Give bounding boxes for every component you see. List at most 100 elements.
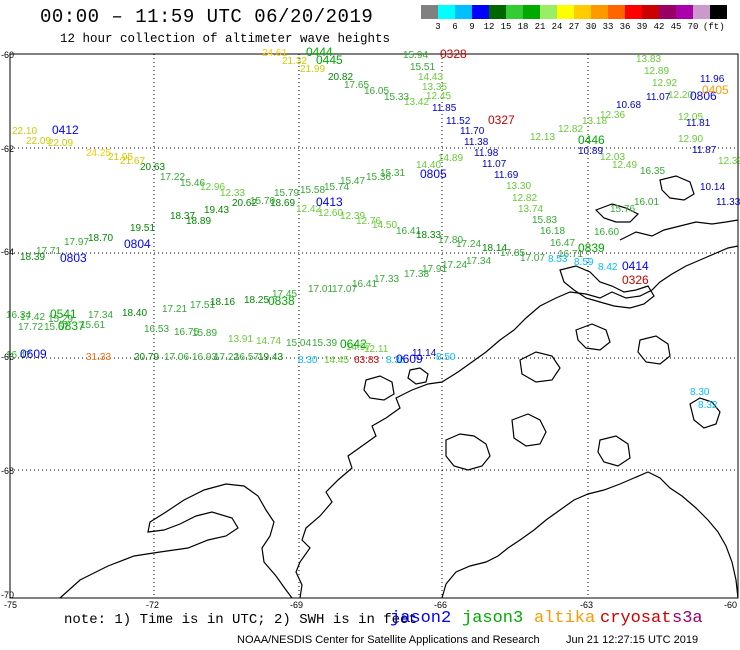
wave-height-value: 12.82 xyxy=(512,193,537,204)
wave-height-value: 17.80 xyxy=(438,235,463,246)
graticule xyxy=(10,54,738,598)
wave-height-value: 12.49 xyxy=(612,160,637,171)
legend-label: 21 xyxy=(534,22,546,32)
pass-time-label: 0837 xyxy=(58,319,85,333)
wave-height-value: 15.76 xyxy=(610,204,635,215)
wave-height-value: 13.35 xyxy=(422,82,447,93)
wave-height-value: 12.33 xyxy=(220,188,245,199)
wave-height-value: 12.05 xyxy=(678,112,703,123)
wave-height-value: 17.24 xyxy=(456,239,481,250)
wave-height-value: 12.60 xyxy=(318,208,343,219)
legend-swatch xyxy=(455,5,472,19)
wave-height-value: 17.22 xyxy=(214,352,239,363)
coastline xyxy=(59,175,739,599)
wave-height-value: 12.11 xyxy=(364,344,389,355)
wave-height-value: 12.03 xyxy=(600,152,625,163)
wave-height-value: 18.16 xyxy=(210,297,235,308)
wave-height-value: 15.61 xyxy=(80,320,105,331)
legend-swatch xyxy=(625,5,642,19)
wave-height-value: 17.38 xyxy=(404,269,429,280)
latitude-label: -66 xyxy=(1,352,14,362)
legend-label: 42 xyxy=(653,22,665,32)
wave-height-value: 15.67 xyxy=(44,322,69,333)
footer-note: note: 1) Time is in UTC; 2) SWH is in fe… xyxy=(64,612,417,628)
wave-height-value: 15.79 xyxy=(274,188,299,199)
legend-swatch xyxy=(523,5,540,19)
wave-height-value: 16.01 xyxy=(634,197,659,208)
wave-height-value: 18.89 xyxy=(186,216,211,227)
wave-height-value: 20.82 xyxy=(328,72,353,83)
wave-height-value: 10.89 xyxy=(578,146,603,157)
wave-height-value: 17.34 xyxy=(88,310,113,321)
page-subtitle: 12 hour collection of altimeter wave hei… xyxy=(60,32,391,46)
legend-swatch xyxy=(438,5,455,19)
legend-swatch xyxy=(421,5,438,19)
wave-height-value: 17.21 xyxy=(162,304,187,315)
wave-height-value: 14.50 xyxy=(372,220,397,231)
wave-height-value: 8.50 xyxy=(436,352,456,363)
wave-height-value: 12.76 xyxy=(356,216,381,227)
legend-swatch xyxy=(540,5,557,19)
wave-height-value: 17.06 xyxy=(164,352,189,363)
legend-label: 70 xyxy=(687,22,699,32)
wave-height-value: 19.43 xyxy=(258,352,283,363)
wave-height-value: 12.42 xyxy=(296,204,321,215)
pass-time-label: 0414 xyxy=(622,259,649,273)
wave-height-value: 21.67 xyxy=(120,156,145,167)
pass-time-label: 0839 xyxy=(578,241,605,255)
wave-height-value: 16.60 xyxy=(594,227,619,238)
wave-height-value: 15.46 xyxy=(180,178,205,189)
wave-height-value: 10.68 xyxy=(616,100,641,111)
wave-height-value: 12.13 xyxy=(530,132,555,143)
longitude-label: -63 xyxy=(580,600,593,610)
legend-swatch xyxy=(557,5,574,19)
pass-time-label: 0803 xyxy=(60,251,87,265)
longitude-label: -75 xyxy=(4,600,17,610)
wave-height-value: 16.53 xyxy=(144,324,169,335)
legend-swatch xyxy=(642,5,659,19)
wave-height-value: 17.42 xyxy=(20,312,45,323)
pass-time-label: 0609 xyxy=(20,347,47,361)
longitude-label: -60 xyxy=(724,600,737,610)
wave-height-value: 20.63 xyxy=(140,162,165,173)
wave-height-value: 11.98 xyxy=(474,148,499,159)
pass-time-label: 0444 xyxy=(306,45,333,59)
wave-height-value: 11.85 xyxy=(432,103,457,114)
latitude-label: -64 xyxy=(1,247,14,257)
wave-height-value: 8.42 xyxy=(598,262,618,273)
wave-height-value: 15.33 xyxy=(384,92,409,103)
satellite-legend-jason2: jason2 xyxy=(390,609,452,628)
wave-height-value: 17.71 xyxy=(36,246,61,257)
wave-height-value: 17.24 xyxy=(442,260,467,271)
wave-height-value: 13.18 xyxy=(582,116,607,127)
wave-height-value: 12.90 xyxy=(678,134,703,145)
wave-height-value: 15.70 xyxy=(250,196,275,207)
wave-height-value: 16.71 xyxy=(558,249,583,260)
wave-height-value: 14.43 xyxy=(418,72,443,83)
wave-height-value: 17.91 xyxy=(422,264,447,275)
wave-height-value: 11.52 xyxy=(446,116,471,127)
wave-height-value: 15.94 xyxy=(403,50,428,61)
wave-height-value: 11.33 xyxy=(716,197,740,208)
longitude-label: -69 xyxy=(290,600,303,610)
wave-height-value: 13.83 xyxy=(636,54,661,65)
wave-height-value: 17.45 xyxy=(272,289,297,300)
wave-height-value: 8.59 xyxy=(574,257,594,268)
pass-time-label: 0328 xyxy=(440,47,467,61)
wave-height-value: 18.69 xyxy=(270,198,295,209)
latitude-label: -70 xyxy=(1,590,14,600)
wave-height-value: 13.42 xyxy=(404,97,429,108)
wave-height-value: 13.91 xyxy=(228,334,253,345)
legend-swatch xyxy=(574,5,591,19)
wave-height-value: 11.07 xyxy=(646,92,671,103)
wave-height-value: 21.32 xyxy=(282,56,307,67)
wave-height-value: 16.57 xyxy=(234,352,259,363)
wave-height-value: 8.32 xyxy=(698,400,718,411)
wave-height-value: 12.82 xyxy=(558,124,583,135)
wave-height-value: 15.39 xyxy=(312,338,337,349)
pass-time-label: 0326 xyxy=(622,273,649,287)
wave-height-value: 19.51 xyxy=(130,223,155,234)
wave-height-value: 13.30 xyxy=(506,181,531,192)
